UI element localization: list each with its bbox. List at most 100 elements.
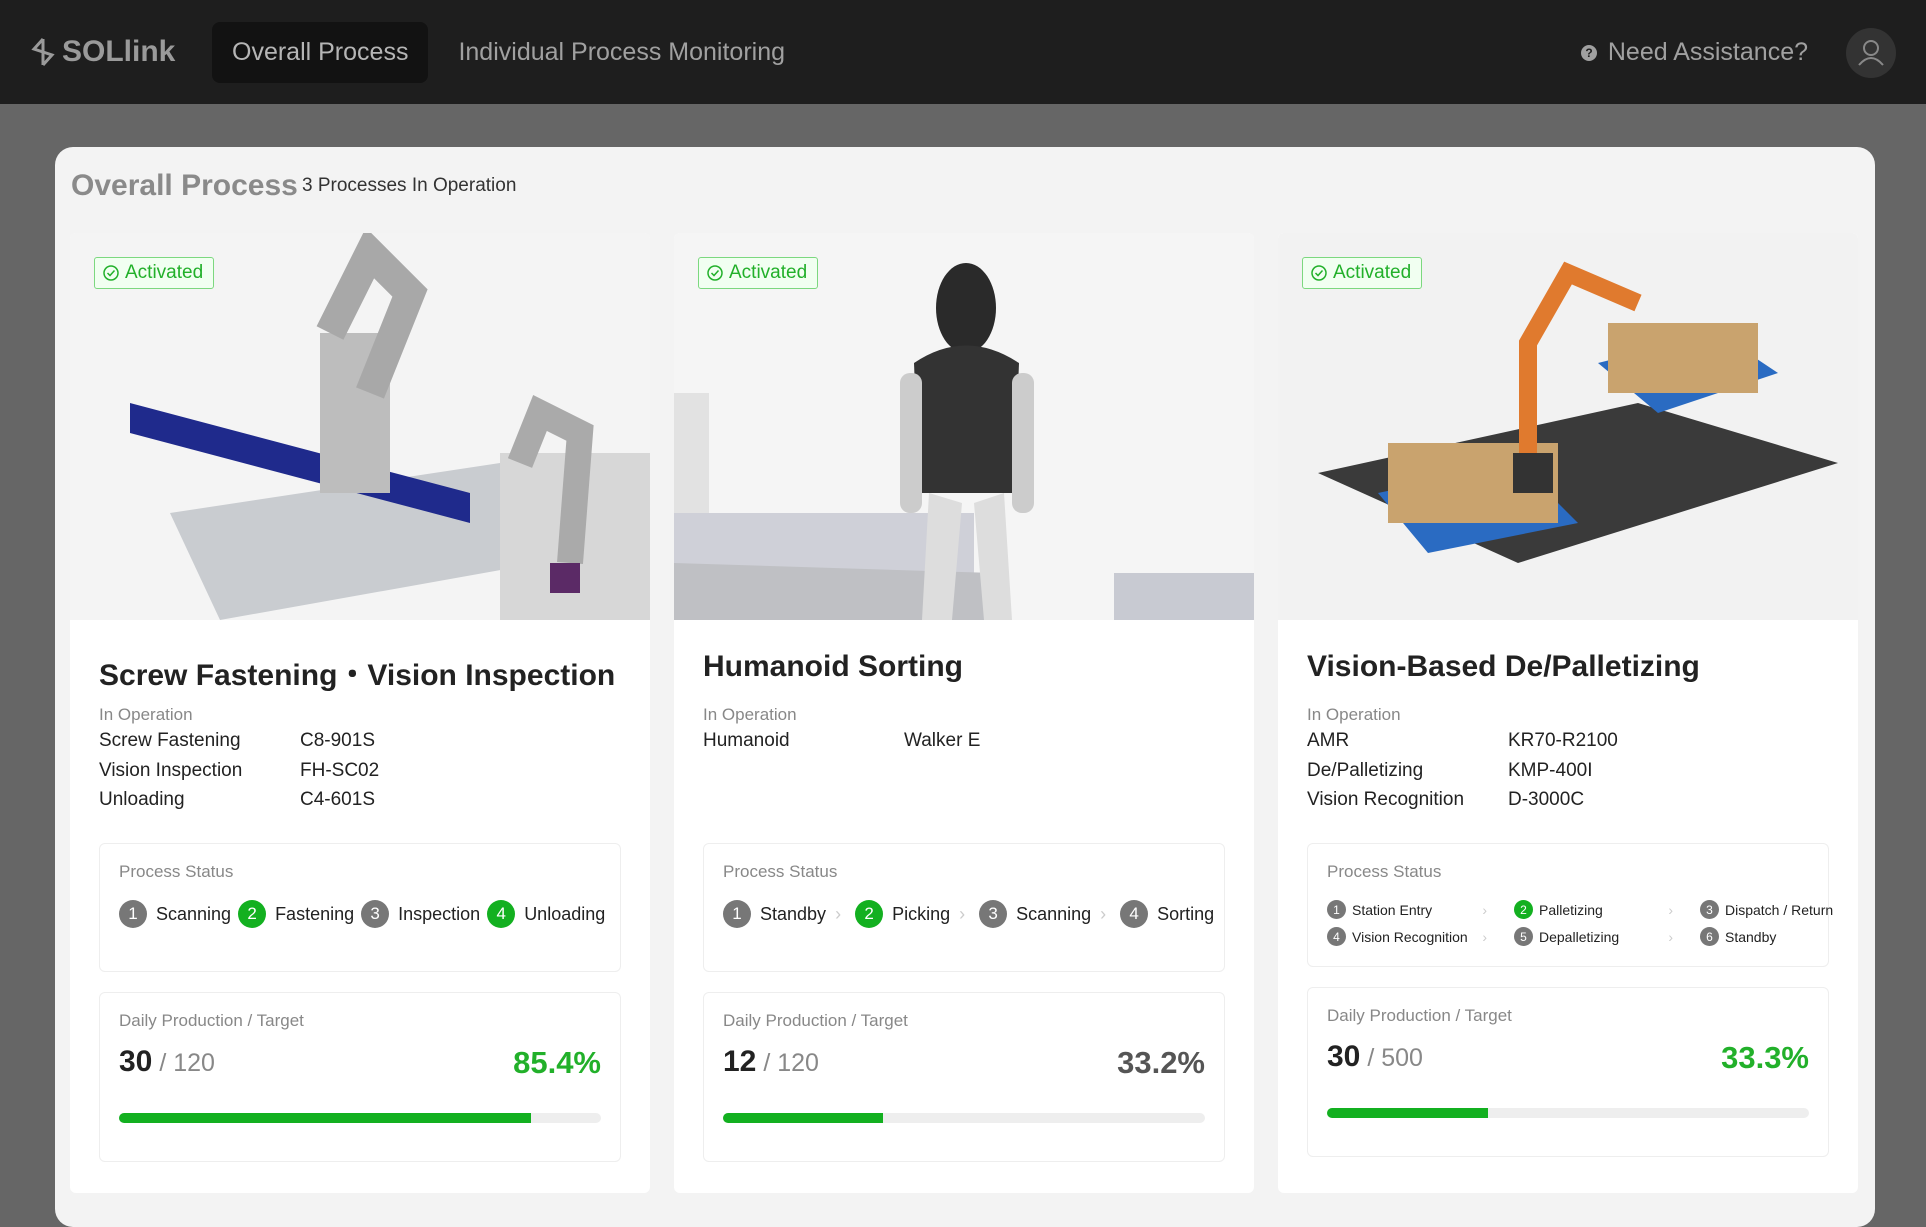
logo[interactable]: SOLlink [30,35,212,69]
step-chevron: › [959,903,966,924]
step-label: Station Entry [1352,901,1433,918]
step-number: 4 [1120,900,1149,928]
step-label: Palletizing [1539,901,1603,918]
step-chevron: › [1482,901,1487,918]
equipment-label: In Operation [703,705,797,724]
check-icon [103,265,119,281]
step-label: Scanning [1016,903,1092,924]
production-box: Daily Production / Target 30 / 120 85.4% [99,992,621,1162]
progress-fill [119,1113,531,1123]
step-number: 1 [723,900,751,928]
badge-text: Activated [729,262,808,283]
step-number: 4 [487,900,516,928]
equipment-name: AMR [1307,730,1350,751]
step-list: 1 Scanning 2 Fastening 3 Inspection 4 Unloading [119,900,612,928]
production-label: Daily Production / Target [119,1011,304,1030]
target-value: 120 [777,1049,819,1077]
nav-tab[interactable]: Individual Process Monitoring [458,37,786,66]
step-label: Inspection [398,903,481,924]
progress-fill [723,1113,884,1123]
production-rate: 33.3% [1721,1040,1809,1075]
user-avatar[interactable] [1846,28,1896,78]
equipment-model: KR70-R2100 [1508,730,1618,751]
help-text: Need Assistance? [1607,38,1808,66]
step-label: Unloading [524,903,606,924]
step-label: Vision Recognition [1352,928,1468,945]
badge-text: Activated [125,262,204,283]
step-number: 3 [979,900,1008,928]
step-chevron: › [1100,903,1107,924]
equipment-row: Vision Recognition D-3000C [1307,789,1584,811]
target-value: 500 [1381,1044,1423,1072]
equipment-row: Vision Inspection FH-SC02 [99,759,379,782]
step-label: Picking [892,903,951,924]
progress-fill [1327,1108,1488,1118]
step-number: 1 [119,900,147,928]
production-target: / 120 [152,1049,215,1077]
production-count: 30 / 120 [119,1045,215,1079]
step-chevron: › [1482,928,1487,945]
process-image [674,233,1254,620]
step-list: 1 Station Entry › 2 Palletizing › 3 Dispatch / … [1327,900,1850,946]
process-image [1278,233,1858,620]
progress-track [119,1113,601,1123]
process-image [70,233,650,620]
production-rate: 85.4% [513,1045,601,1080]
equipment-name: Humanoid [703,730,790,751]
card-title: Vision-Based De/Palletizing [1307,650,1700,683]
production-label: Daily Production / Target [1327,1006,1512,1025]
progress-track [1327,1108,1809,1118]
help-link[interactable]: ? Need Assistance? [1580,38,1808,67]
production-label: Daily Production / Target [723,1011,908,1030]
step-label: Standby [1725,928,1777,945]
help-icon: ? [1580,44,1597,61]
process-card[interactable]: Activated Screw Fastening・Vision Inspecti… [70,233,650,1193]
badge-text: Activated [1333,262,1412,283]
step-chevron: › [835,903,842,924]
equipment-label: In Operation [99,705,193,724]
production-target: / 120 [756,1049,819,1077]
step-number: 2 [238,900,267,928]
step-label: Sorting [1157,903,1215,924]
top-bar: SOLlink Overall Process Individual Proce… [0,0,1926,104]
equipment-name: Vision Inspection [99,759,243,781]
process-step: 6 Standby [1700,927,1843,946]
step-number: 6 [1700,927,1719,946]
progress-track [723,1113,1205,1123]
overview-panel: Overall Process 3 Processes In Operation… [55,147,1875,1227]
process-step: 3 Scanning › [979,900,1113,928]
status-badge: Activated [1302,257,1423,289]
process-status-box: Process Status 1 Scanning 2 Fastening 3 Inspec… [99,843,621,972]
production-count: 12 / 120 [723,1045,819,1079]
svg-text:?: ? [1585,46,1592,60]
card-title: Screw Fastening・Vision Inspection [99,659,616,692]
step-chevron: › [1668,928,1673,945]
process-step: 2 Picking › [855,900,972,928]
panel-title: Overall Process [71,169,298,202]
production-value: 30 [119,1045,153,1078]
equipment-model: C4-601S [300,789,375,810]
production-value: 30 [1327,1040,1361,1073]
production-box: Daily Production / Target 12 / 120 33.2% [703,992,1225,1162]
card-title: Humanoid Sorting [703,650,963,683]
step-list: 1 Standby › 2 Picking › 3 Scanning › 4 Sorting [723,900,1221,928]
equipment-label: In Operation [1307,705,1401,724]
step-label: Scanning [156,903,232,924]
process-step: 5 Depalletizing › [1514,927,1693,946]
production-rate: 33.2% [1117,1045,1205,1080]
equipment-row: AMR KR70-R2100 [1307,730,1618,752]
equipment-name: Unloading [99,789,185,810]
production-box: Daily Production / Target 30 / 500 33.3% [1307,987,1829,1157]
process-status-box: Process Status 1 Station Entry › 2 Palletizin… [1307,843,1833,967]
process-step: 1 Scanning [119,900,231,928]
nav-tab[interactable]: Overall Process [212,21,429,83]
process-step: 3 Inspection [361,900,480,928]
check-icon [1311,265,1327,281]
status-badge: Activated [698,257,819,289]
step-chevron: › [1668,901,1673,918]
step-number: 2 [1514,900,1533,919]
process-card[interactable]: Activated Vision-Based De/Palletizing In O… [1278,233,1858,1193]
process-card[interactable]: Activated Humanoid Sorting In Operation Hum… [674,233,1254,1193]
process-step: 4 Sorting [1120,900,1214,928]
process-step: 4 Unloading [487,900,605,928]
